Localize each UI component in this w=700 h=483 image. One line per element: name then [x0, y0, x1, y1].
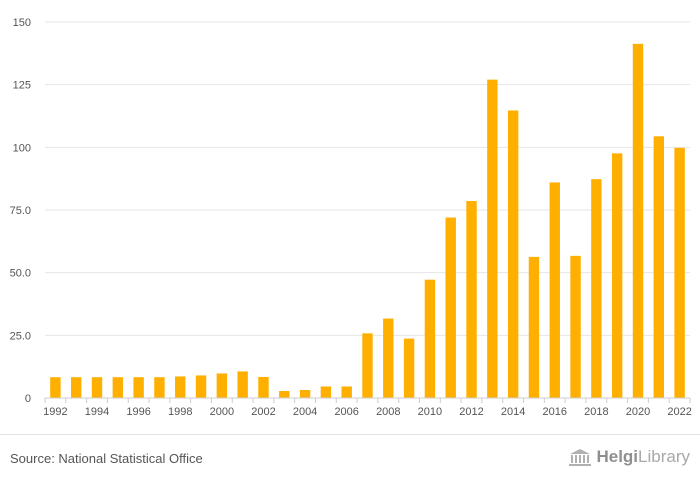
x-tick-label: 2020	[626, 406, 650, 418]
bar-chart: 0 25.0 50.0 75.0 100 125 150 1992 1994 1996 1998 2…	[10, 17, 692, 418]
bar-2011	[445, 217, 456, 398]
bar-2020	[632, 43, 644, 399]
bar-2004	[299, 389, 311, 398]
x-tick-label: 1992	[43, 406, 67, 418]
bar-2016	[549, 182, 560, 398]
y-tick-label: 100	[13, 142, 31, 154]
bar-2009	[403, 338, 415, 398]
bar-1999	[195, 375, 207, 398]
bar-2012	[466, 200, 477, 398]
bar-2006	[341, 386, 352, 398]
bar-1993	[71, 377, 82, 398]
library-building-icon	[569, 449, 592, 466]
bar-1992	[50, 377, 61, 398]
x-tick-label: 1998	[168, 406, 192, 418]
x-axis: 1992 1994 1996 1998 2000 2002 2004 2006 2008 2010…	[43, 397, 692, 418]
bar-layer	[50, 43, 685, 399]
chart-area: 0 25.0 50.0 75.0 100 125 150 1992 1994 1996 1998 2…	[10, 17, 692, 418]
bar-2017	[570, 255, 581, 398]
logo-text-library: Library	[638, 447, 690, 466]
x-tick-label: 2000	[210, 406, 234, 418]
x-tick-label: 2012	[459, 406, 483, 418]
bar-2001	[237, 371, 248, 398]
y-axis: 0 25.0 50.0 75.0 100 125 150	[10, 17, 31, 405]
grid-layer	[45, 21, 690, 336]
bar-2019	[611, 153, 623, 398]
bar-2002	[258, 376, 269, 398]
bar-1998	[175, 376, 186, 398]
y-tick-label: 75.0	[10, 205, 31, 217]
bar-1997	[154, 377, 165, 398]
bar-2013	[487, 79, 498, 399]
y-tick-label: 125	[13, 80, 31, 92]
y-tick-label: 0	[25, 393, 31, 405]
y-tick-label: 25.0	[10, 330, 31, 342]
bar-2022	[674, 147, 685, 398]
x-tick-label: 2016	[543, 406, 567, 418]
y-tick-label: 50.0	[10, 268, 31, 280]
x-tick-label: 1994	[85, 406, 109, 418]
bar-2008	[383, 318, 394, 398]
y-tick-label: 150	[13, 17, 31, 29]
logo-text-helgi: Helgi	[596, 447, 639, 466]
bar-2003	[279, 390, 290, 398]
x-tick-label: 2008	[376, 406, 400, 418]
x-tick-label: 2002	[251, 406, 275, 418]
x-tick-label: 2010	[418, 406, 442, 418]
helgi-library-logo: HelgiLibrary	[568, 447, 690, 467]
bar-2018	[591, 179, 602, 398]
x-tick-label: 2006	[334, 406, 358, 418]
x-tick-label: 1996	[126, 406, 150, 418]
x-tick-label: 2018	[584, 406, 608, 418]
bar-2000	[216, 373, 228, 398]
bar-2005	[320, 386, 332, 398]
bar-1994	[91, 377, 103, 398]
footer-divider	[0, 434, 700, 435]
bar-2014	[507, 110, 519, 399]
source-note: Source: National Statistical Office	[10, 451, 203, 466]
x-tick-label: 2004	[293, 406, 317, 418]
bar-1995	[112, 377, 124, 398]
x-tick-label: 2014	[501, 406, 525, 418]
bar-1996	[133, 377, 144, 398]
bar-2021	[653, 136, 664, 399]
bar-2007	[362, 333, 373, 398]
x-tick-label: 2022	[667, 406, 691, 418]
bar-2010	[424, 279, 436, 398]
bar-2015	[528, 256, 540, 398]
